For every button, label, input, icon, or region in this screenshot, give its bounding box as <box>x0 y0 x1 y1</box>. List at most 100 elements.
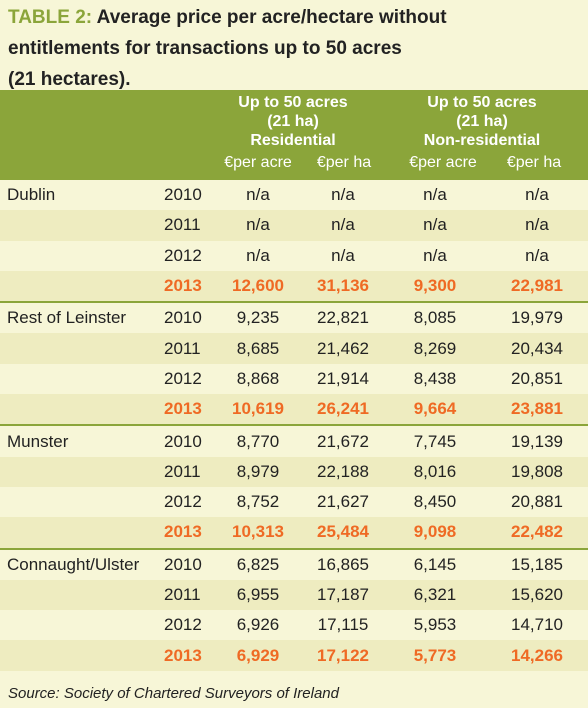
value-cell: 6,929 <box>214 640 302 671</box>
value-cell: 21,914 <box>317 368 369 388</box>
value-cell: 17,187 <box>302 579 384 611</box>
value-cell: 8,085 <box>384 301 486 334</box>
table-row: 2011 8,979 22,188 8,016 19,808 <box>0 456 588 487</box>
value-cell: 22,188 <box>302 456 384 487</box>
region-cell <box>0 270 160 303</box>
value-cell: 19,139 <box>486 424 588 457</box>
region-cell <box>0 364 160 394</box>
table-row: 2013 10,619 26,241 9,664 23,881 <box>0 394 588 426</box>
value-cell: 22,482 <box>486 517 588 549</box>
table-row: 2013 6,929 17,122 5,773 14,266 <box>0 640 588 671</box>
year-cell: 2013 <box>160 517 214 549</box>
year-cell: 2013 <box>160 640 214 671</box>
value-cell: 6,321 <box>384 579 486 611</box>
header-unit-per-acre: €per acre <box>224 154 292 171</box>
table-row: 2011 6,955 17,187 6,321 15,620 <box>0 579 588 611</box>
value-cell: 15,620 <box>486 579 588 611</box>
header-group-line: Up to 50 acres <box>427 94 537 111</box>
title-line-2: entitlements for transactions up to 50 a… <box>8 38 402 59</box>
value-cell: n/a <box>423 185 447 205</box>
table-row: 2012 6,926 17,115 5,953 14,710 <box>0 610 588 640</box>
value-cell: 8,269 <box>384 333 486 364</box>
year-cell: 2011 <box>160 333 214 364</box>
value-cell: 20,851 <box>511 368 563 388</box>
value-cell: 21,627 <box>317 492 369 512</box>
value-cell: 14,266 <box>486 640 588 671</box>
source-note: Source: Society of Chartered Surveyors o… <box>8 684 339 702</box>
year-cell: 2012 <box>164 245 202 265</box>
value-cell: 20,434 <box>486 333 588 364</box>
region-cell: Munster <box>0 424 160 457</box>
value-cell: 19,808 <box>486 456 588 487</box>
region-cell <box>0 333 160 364</box>
value-cell: 8,770 <box>214 424 302 457</box>
value-cell: n/a <box>525 185 549 205</box>
value-cell: n/a <box>331 245 355 265</box>
value-cell: 10,619 <box>214 394 302 426</box>
value-cell: 6,145 <box>384 547 486 580</box>
region-cell: Rest of Leinster <box>0 301 160 334</box>
value-cell: 21,672 <box>302 424 384 457</box>
value-cell: 6,926 <box>236 615 280 635</box>
value-cell: n/a <box>246 185 270 205</box>
value-cell: 25,484 <box>302 517 384 549</box>
header-group-line: (21 ha) <box>456 113 508 130</box>
value-cell: 23,881 <box>486 394 588 426</box>
header-unit-per-ha: €per ha <box>316 154 372 171</box>
value-cell: 19,979 <box>486 301 588 334</box>
header-group-line: Non-residential <box>423 132 541 149</box>
price-table: Dublin 2010 n/a n/a n/a n/a 2011 n/a n/a n/a n/a 20… <box>0 180 588 671</box>
value-cell: 6,955 <box>214 579 302 611</box>
value-cell: 14,710 <box>511 615 563 635</box>
value-cell: 6,825 <box>214 547 302 580</box>
year-cell: 2011 <box>160 210 214 241</box>
value-cell: 5,953 <box>413 615 457 635</box>
price-table-body: Dublin 2010 n/a n/a n/a n/a 2011 n/a n/a n/a n/a 20… <box>0 180 588 671</box>
region-cell <box>0 241 160 271</box>
year-cell: 2013 <box>160 394 214 426</box>
header-group-residential: Up to 50 acres (21 ha) Residential <box>210 93 376 150</box>
value-cell: 26,241 <box>302 394 384 426</box>
year-cell: 2010 <box>164 185 202 205</box>
value-cell: 31,136 <box>302 270 384 303</box>
region-cell: Dublin <box>7 185 56 205</box>
value-cell: 8,685 <box>214 333 302 364</box>
value-cell: 7,745 <box>384 424 486 457</box>
title-line-1: TABLE 2: Average price per acre/hectare … <box>8 2 580 33</box>
value-cell: 21,462 <box>302 333 384 364</box>
table-label: TABLE 2: <box>8 7 93 28</box>
value-cell: n/a <box>302 210 384 241</box>
value-cell: 20,881 <box>511 492 563 512</box>
region-cell <box>0 394 160 426</box>
value-cell: 22,981 <box>486 270 588 303</box>
value-cell: n/a <box>423 245 447 265</box>
region-cell <box>0 610 160 640</box>
value-cell: 9,664 <box>384 394 486 426</box>
year-cell: 2010 <box>160 547 214 580</box>
value-cell: 8,979 <box>214 456 302 487</box>
value-cell: 8,752 <box>236 492 280 512</box>
table-row: 2013 12,600 31,136 9,300 22,981 <box>0 270 588 303</box>
value-cell: 5,773 <box>384 640 486 671</box>
value-cell: 8,016 <box>384 456 486 487</box>
header-unit-per-ha: €per ha <box>506 154 562 171</box>
table-row: 2013 10,313 25,484 9,098 22,482 <box>0 517 588 549</box>
table-row: Connaught/Ulster 2010 6,825 16,865 6,145 15,1… <box>0 547 588 580</box>
table-row: Munster 2010 8,770 21,672 7,745 19,139 <box>0 424 588 457</box>
region-cell <box>0 456 160 487</box>
table-row: 2012 8,752 21,627 8,450 20,881 <box>0 487 588 517</box>
value-cell: 8,450 <box>413 492 457 512</box>
region-cell <box>0 579 160 611</box>
region-cell: Connaught/Ulster <box>0 547 160 580</box>
table-header: Up to 50 acres (21 ha) Residential Up to… <box>0 90 588 180</box>
year-cell: 2010 <box>160 301 214 334</box>
header-group-line: (21 ha) <box>267 113 319 130</box>
year-cell: 2012 <box>164 492 202 512</box>
region-cell <box>0 517 160 549</box>
header-unit-per-acre: €per acre <box>409 154 477 171</box>
header-group-non-residential: Up to 50 acres (21 ha) Non-residential <box>384 93 580 150</box>
header-group-line: Residential <box>250 132 336 149</box>
year-cell: 2011 <box>160 456 214 487</box>
year-cell: 2012 <box>164 368 202 388</box>
value-cell: 17,122 <box>302 640 384 671</box>
